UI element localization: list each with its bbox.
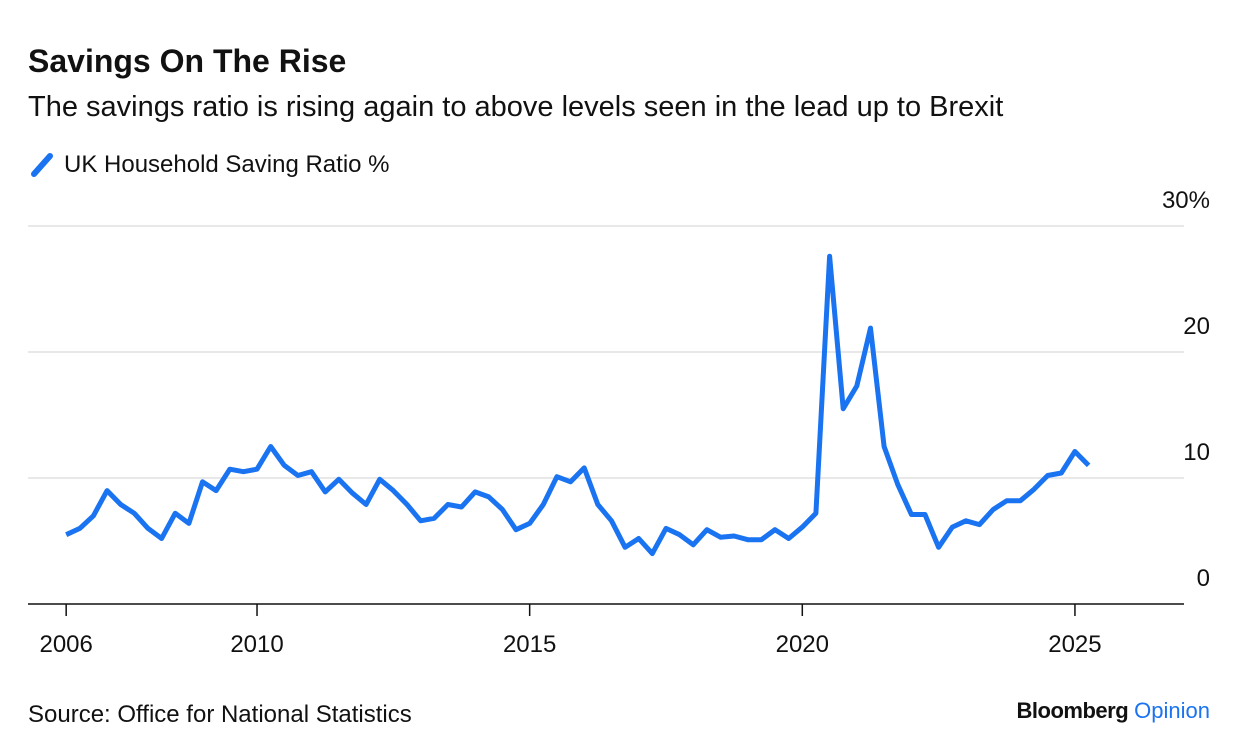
legend-swatch bbox=[31, 153, 53, 177]
brand-name: Bloomberg bbox=[1017, 698, 1129, 723]
brand-suffix: Opinion bbox=[1134, 698, 1210, 723]
chart-subtitle: The savings ratio is rising again to abo… bbox=[28, 91, 1003, 123]
x-tick-label: 2010 bbox=[230, 631, 283, 658]
legend-label: UK Household Saving Ratio % bbox=[64, 151, 390, 178]
series-line bbox=[65, 253, 1091, 557]
y-tick-label: 20 bbox=[1183, 313, 1210, 340]
x-tick-label: 2025 bbox=[1048, 631, 1101, 658]
y-tick-label: 0 bbox=[1197, 565, 1210, 592]
y-tick-label: 10 bbox=[1183, 439, 1210, 466]
x-tick-label: 2006 bbox=[39, 631, 92, 658]
x-tick-label: 2015 bbox=[503, 631, 556, 658]
brand: Bloomberg Opinion bbox=[1017, 698, 1210, 723]
chart-title: Savings On The Rise bbox=[28, 43, 346, 79]
source: Source: Office for National Statistics bbox=[28, 701, 412, 728]
x-tick-label: 2020 bbox=[776, 631, 829, 658]
y-tick-label: 30% bbox=[1162, 187, 1210, 214]
